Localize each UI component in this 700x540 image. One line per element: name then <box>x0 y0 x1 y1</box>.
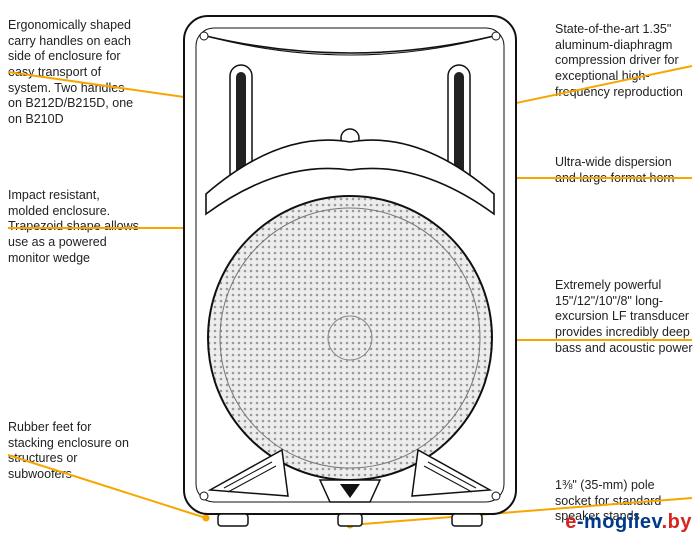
annotation-enclosure: Impact resistant, molded enclosure. Trap… <box>8 188 140 266</box>
annotation-feet: Rubber feet for stacking enclosure on st… <box>8 420 140 483</box>
annotation-driver: State-of-the-art 1.35" aluminum-diaphrag… <box>555 22 693 100</box>
watermark: e-mogilev.by <box>565 511 692 534</box>
speaker-diagram <box>170 10 530 530</box>
annotation-handles: Ergonomically shaped carry handles on ea… <box>8 18 140 127</box>
annotation-horn: Ultra-wide dispersion and large format h… <box>555 155 693 186</box>
annotation-lf: Extremely powerful 15"/12"/10"/8" long-e… <box>555 278 693 356</box>
